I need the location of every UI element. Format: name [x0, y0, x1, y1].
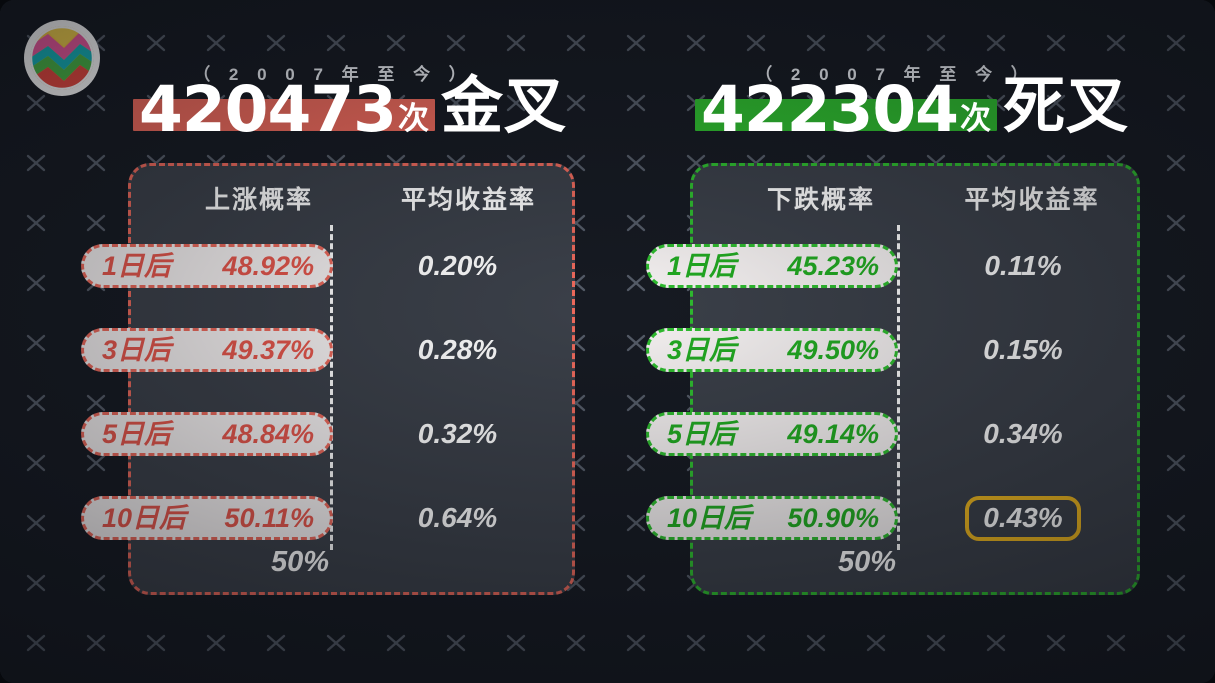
count-wrapper-right: 422304 次 [694, 72, 997, 146]
title-line-left: 420473 次 金叉 [118, 72, 588, 146]
count-unit-right: 次 [960, 100, 991, 136]
probability-pill: 5日后 48.84% [81, 412, 333, 456]
column-headers-left: 上涨概率 平均收益率 [131, 180, 572, 216]
row-return-cell: 0.15% [909, 328, 1137, 372]
row-return: 0.32% [417, 418, 498, 449]
table-row: 10日后 50.90% 0.43% [646, 480, 1137, 564]
row-return: 0.34% [983, 418, 1063, 449]
row-return-cell: 0.20% [343, 244, 572, 288]
row-return-cell: 0.28% [343, 328, 572, 372]
row-return: 0.15% [983, 334, 1063, 365]
stats-panel-death-cross: 下跌概率 平均收益率 1日后 45.23% 0.11% 3日后 49.50% [646, 163, 1140, 595]
row-label: 1日后 [667, 250, 737, 281]
table-row: 5日后 49.14% 0.34% [646, 396, 1137, 480]
table-row: 1日后 45.23% 0.11% [646, 228, 1137, 312]
row-return: 0.20% [417, 250, 498, 281]
row-probability: 49.14% [787, 418, 879, 449]
table-row: 1日后 48.92% 0.20% [81, 228, 572, 312]
row-return-cell: 0.11% [909, 244, 1137, 288]
row-return: 0.28% [417, 334, 498, 365]
column-header-return-left: 平均收益率 [400, 186, 536, 214]
cross-kind-right: 死叉 [1003, 72, 1130, 141]
count-value-left: 420473 [138, 72, 397, 146]
row-label: 1日后 [102, 250, 172, 281]
stats-rows-right: 1日后 45.23% 0.11% 3日后 49.50% 0.15% 5日后 [646, 228, 1137, 564]
row-return-cell: 0.34% [909, 412, 1137, 456]
probability-pill: 3日后 49.50% [646, 328, 898, 372]
row-probability: 45.23% [787, 250, 879, 281]
column-header-probability-left: 上涨概率 [204, 186, 313, 214]
row-return: 0.11% [984, 250, 1062, 281]
row-return-cell: 0.32% [343, 412, 572, 456]
probability-pill: 1日后 48.92% [81, 244, 333, 288]
row-return-cell: 0.64% [343, 496, 572, 540]
probability-pill: 10日后 50.11% [81, 496, 333, 540]
table-row: 3日后 49.50% 0.15% [646, 312, 1137, 396]
row-probability: 48.92% [222, 250, 314, 281]
count-unit-left: 次 [398, 100, 429, 136]
count-value-right: 422304 [700, 72, 959, 146]
row-label: 5日后 [102, 418, 172, 449]
probability-pill: 1日后 45.23% [646, 244, 898, 288]
column-header-probability-right: 下跌概率 [766, 186, 875, 214]
row-probability: 48.84% [222, 418, 314, 449]
row-label: 10日后 [102, 502, 187, 533]
xueqiu-zigzag-logo [27, 23, 97, 93]
probability-pill: 3日后 49.37% [81, 328, 333, 372]
row-probability: 50.11% [224, 502, 314, 533]
row-probability: 50.90% [787, 502, 879, 533]
row-label: 10日后 [667, 502, 752, 533]
count-wrapper-left: 420473 次 [132, 72, 435, 146]
row-return: 0.64% [417, 502, 498, 533]
row-return-cell-highlighted: 0.43% [909, 495, 1137, 541]
row-label: 5日后 [667, 418, 737, 449]
row-label: 3日后 [102, 334, 172, 365]
header-golden-cross: （ 2 0 0 7 年 至 今 ） 420473 次 金叉 [118, 0, 588, 160]
row-probability: 49.37% [222, 334, 314, 365]
header-death-cross: （ 2 0 0 7 年 至 今 ） 422304 次 死叉 [680, 0, 1150, 160]
title-line-right: 422304 次 死叉 [680, 72, 1150, 146]
table-row: 5日后 48.84% 0.32% [81, 396, 572, 480]
table-row: 10日后 50.11% 0.64% [81, 480, 572, 564]
column-header-return-right: 平均收益率 [964, 186, 1100, 214]
row-label: 3日后 [667, 334, 737, 365]
baseline-label-right: 50% [838, 546, 897, 578]
baseline-label-left: 50% [271, 546, 330, 578]
row-probability: 49.50% [787, 334, 879, 365]
stats-rows-left: 1日后 48.92% 0.20% 3日后 49.37% 0.28% 5日后 [81, 228, 572, 564]
row-return: 0.43% [965, 495, 1081, 541]
stats-panel-golden-cross: 上涨概率 平均收益率 1日后 48.92% 0.20% 3日后 49.37% [81, 163, 575, 595]
column-headers-right: 下跌概率 平均收益率 [693, 180, 1137, 216]
cross-kind-left: 金叉 [441, 72, 568, 141]
table-row: 3日后 49.37% 0.28% [81, 312, 572, 396]
probability-pill: 10日后 50.90% [646, 496, 898, 540]
probability-pill: 5日后 49.14% [646, 412, 898, 456]
